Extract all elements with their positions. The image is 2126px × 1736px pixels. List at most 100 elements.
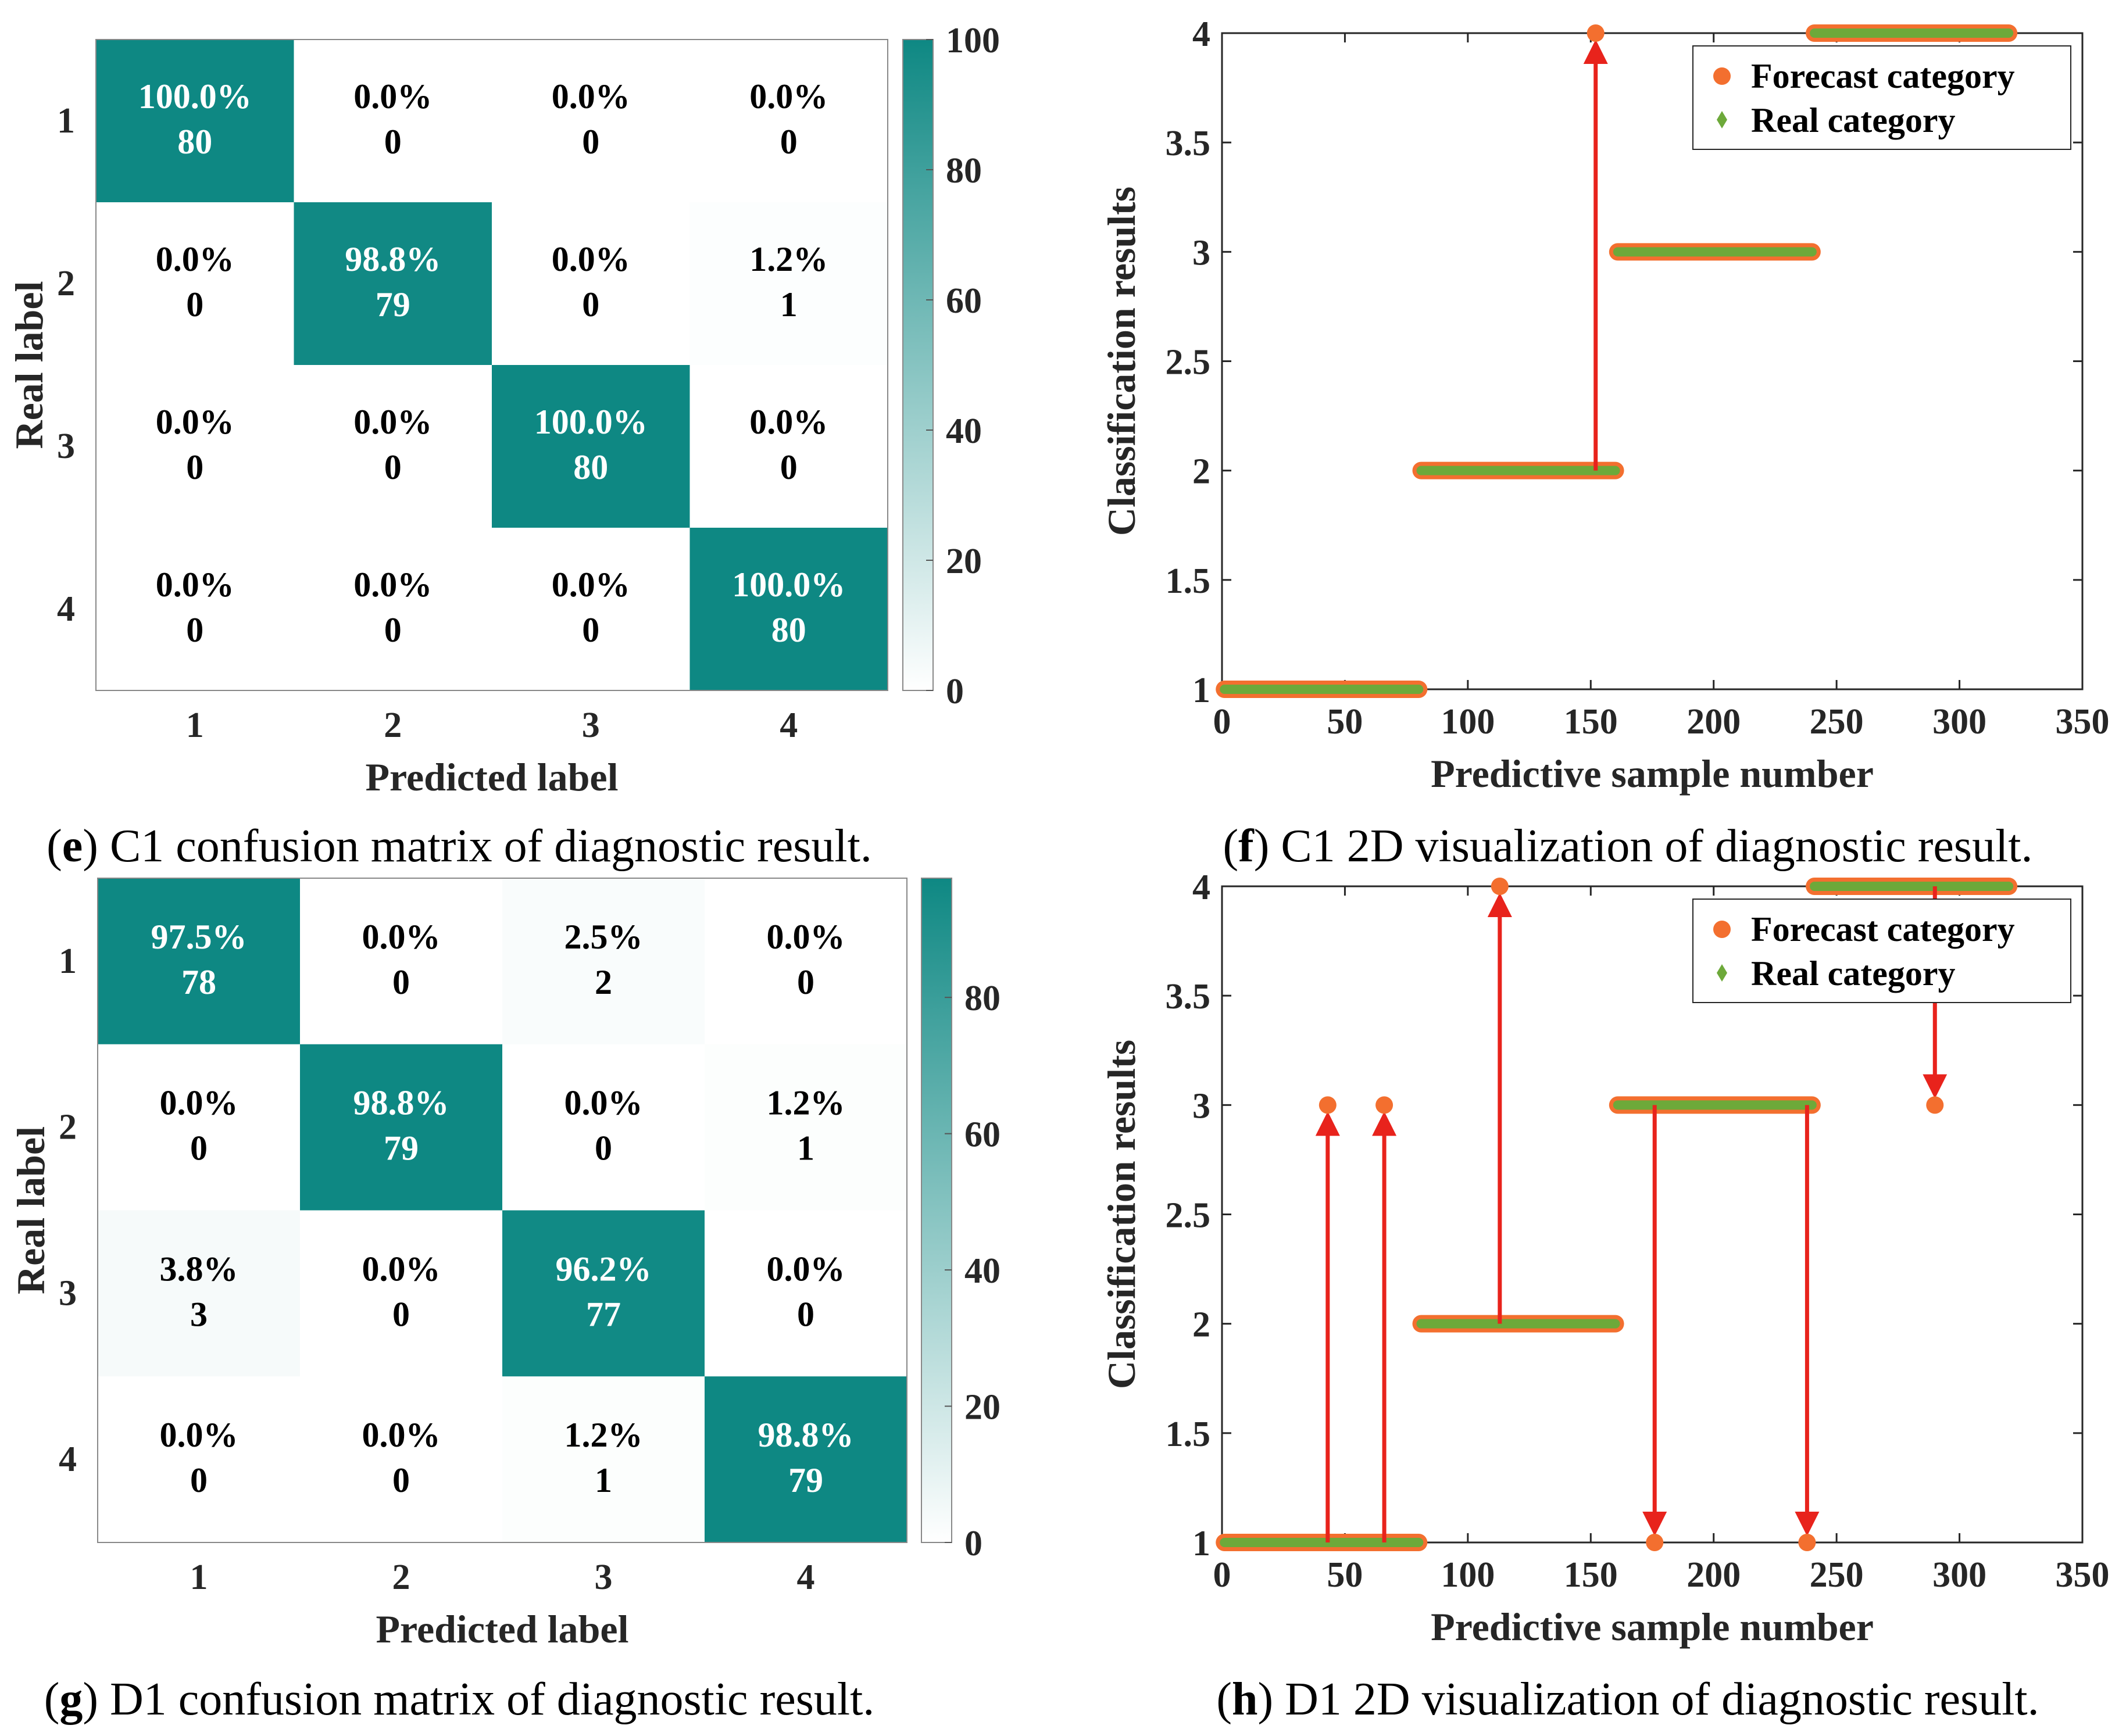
x-tick-label: 350 (2056, 702, 2110, 742)
cell-count-label: 80 (573, 448, 608, 486)
matrix-cell (300, 1210, 503, 1377)
forecast-outlier-point (1319, 1096, 1337, 1114)
y-tick-label: 4 (1192, 868, 1210, 907)
cell-count-label: 0 (780, 123, 798, 161)
cell-percent-label: 0.0% (156, 565, 234, 604)
matrix-cell (96, 365, 294, 528)
cell-percent-label: 0.0% (353, 565, 432, 604)
x-tick-label: 150 (1564, 1555, 1618, 1595)
x-tick-label: 50 (1327, 702, 1363, 742)
caption-g: (g) D1 confusion matrix of diagnostic re… (44, 1674, 875, 1725)
cell-percent-label: 100.0% (534, 403, 648, 441)
row-tick-label: 2 (57, 264, 75, 303)
cell-percent-label: 0.0% (552, 240, 630, 278)
y-axis-label: Classification results (1099, 1040, 1144, 1389)
cell-percent-label: 2.5% (564, 918, 643, 956)
row-tick-label: 4 (57, 589, 75, 629)
caption-text: D1 confusion matrix of diagnostic result… (98, 1674, 874, 1725)
colorbar-tick-label: 80 (964, 979, 1001, 1018)
legend-real-label: Real category (1751, 954, 1956, 993)
cell-percent-label: 1.2% (749, 240, 828, 278)
matrix-frame (95, 39, 888, 691)
cell-percent-label: 0.0% (160, 1084, 238, 1122)
x-axis-label: Predicted label (376, 1607, 629, 1651)
y-tick-label: 4 (1192, 15, 1210, 54)
matrix-cell (98, 1376, 301, 1543)
matrix-cell (96, 202, 294, 366)
x-tick-label: 300 (1932, 1555, 1986, 1595)
y-tick-label: 1 (1192, 671, 1210, 710)
cell-count-label: 0 (392, 1461, 410, 1499)
col-tick-label: 2 (384, 706, 402, 745)
forecast-outlier-point (1587, 24, 1605, 42)
colorbar-tick-label: 20 (964, 1388, 1001, 1427)
cell-count-label: 79 (376, 285, 410, 324)
colorbar-tick-label: 60 (964, 1115, 1001, 1155)
caption-paren: ( (1216, 1674, 1232, 1725)
cell-percent-label: 0.0% (767, 1250, 845, 1288)
caption-letter: f (1238, 821, 1255, 872)
caption-text: C1 2D visualization of diagnostic result… (1269, 821, 2032, 872)
row-tick-label: 4 (59, 1440, 77, 1479)
cell-count-label: 0 (797, 963, 814, 1001)
cell-count-label: 0 (582, 285, 599, 324)
matrix-cell (96, 528, 294, 691)
matrix-cell (492, 365, 690, 528)
cell-count-label: 80 (177, 123, 212, 161)
cell-percent-label: 0.0% (353, 77, 432, 116)
matrix-frame (97, 878, 907, 1543)
matrix-cell (689, 365, 888, 528)
caption-f: (f) C1 2D visualization of diagnostic re… (1223, 821, 2032, 872)
cell-percent-label: 0.0% (767, 918, 845, 956)
forecast-outlier-point (1375, 1096, 1393, 1114)
caption-paren: ) (1257, 1674, 1273, 1725)
x-tick-label: 200 (1686, 1555, 1741, 1595)
cell-percent-label: 96.2% (556, 1250, 652, 1288)
cell-count-label: 80 (771, 611, 806, 649)
matrix-cell (689, 528, 888, 691)
forecast-outlier-point (1926, 1096, 1944, 1114)
cell-percent-label: 100.0% (732, 565, 845, 604)
legend-forecast-label: Forecast category (1751, 910, 2015, 948)
caption-paren: ( (1223, 821, 1238, 872)
y-tick-label: 2 (1192, 1305, 1210, 1345)
matrix-cell (689, 202, 888, 366)
cell-percent-label: 0.0% (749, 403, 828, 441)
cell-count-label: 0 (582, 123, 599, 161)
cell-count-label: 0 (384, 611, 402, 649)
colorbar (902, 39, 934, 691)
matrix-cell (300, 878, 503, 1045)
caption-paren: ( (44, 1674, 60, 1725)
cell-percent-label: 98.8% (345, 240, 441, 278)
cell-percent-label: 0.0% (362, 1416, 441, 1454)
y-tick-label: 2 (1192, 452, 1210, 492)
forecast-outlier-point (1798, 1534, 1816, 1551)
caption-paren: ) (1254, 821, 1270, 872)
legend-forecast-marker (1713, 921, 1731, 938)
y-axis-label: Real label (7, 281, 51, 449)
x-tick-label: 200 (1686, 702, 1741, 742)
colorbar-tick-label: 40 (946, 411, 982, 451)
matrix-cell (98, 1210, 301, 1377)
x-tick-label: 150 (1564, 702, 1618, 742)
matrix-cell (98, 1044, 301, 1211)
x-tick-label: 250 (1810, 1555, 1864, 1595)
colorbar-tick-label: 60 (946, 281, 982, 321)
cell-count-label: 0 (384, 123, 402, 161)
x-tick-label: 100 (1441, 1555, 1495, 1595)
colorbar-tick-label: 40 (964, 1251, 1001, 1291)
y-axis-label: Classification results (1099, 187, 1144, 536)
y-axis-label: Real label (9, 1126, 53, 1294)
cell-count-label: 0 (797, 1295, 814, 1333)
row-tick-label: 3 (59, 1273, 77, 1313)
y-tick-label: 3 (1192, 1086, 1210, 1126)
col-tick-label: 2 (392, 1558, 410, 1597)
x-tick-label: 50 (1327, 1555, 1363, 1595)
matrix-cell (294, 40, 492, 203)
y-tick-label: 1.5 (1166, 1415, 1211, 1454)
row-tick-label: 2 (59, 1108, 77, 1147)
col-tick-label: 1 (186, 706, 204, 745)
legend-real-label: Real category (1751, 101, 1956, 139)
cell-count-label: 77 (586, 1295, 621, 1333)
cell-percent-label: 3.8% (160, 1250, 238, 1288)
